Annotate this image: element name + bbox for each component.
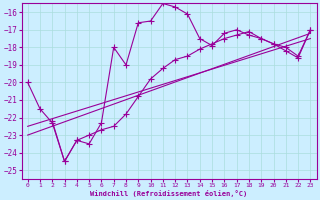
X-axis label: Windchill (Refroidissement éolien,°C): Windchill (Refroidissement éolien,°C) [90, 190, 248, 197]
